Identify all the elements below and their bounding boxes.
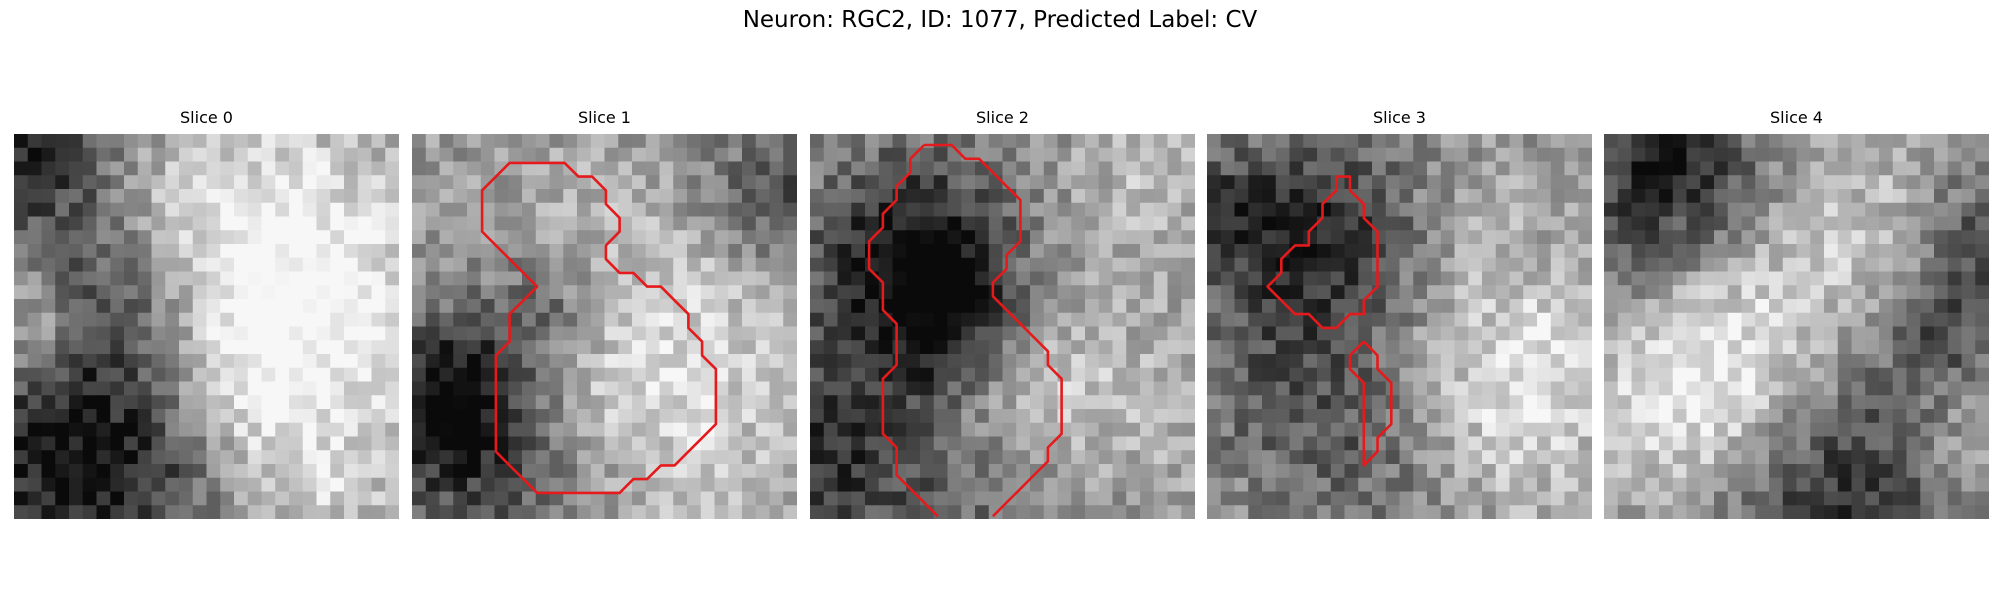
slice-title: Slice 2 bbox=[976, 108, 1029, 127]
slice-title: Slice 3 bbox=[1373, 108, 1426, 127]
segmentation-contour bbox=[924, 143, 1063, 518]
slice-image bbox=[14, 134, 399, 519]
slice-title: Slice 1 bbox=[578, 108, 631, 127]
slice-image bbox=[1604, 134, 1989, 519]
slice-title: Slice 4 bbox=[1770, 108, 1823, 127]
slice-image bbox=[810, 134, 1195, 519]
segmentation-contour bbox=[480, 161, 718, 495]
segmentation-contour bbox=[867, 144, 939, 518]
segmentation-contour bbox=[1266, 175, 1379, 330]
figure-title: Neuron: RGC2, ID: 1077, Predicted Label:… bbox=[742, 7, 1258, 33]
slice-panel-1: Slice 1 bbox=[412, 108, 797, 519]
slice-panel-0: Slice 0 bbox=[14, 108, 399, 519]
slice-panel-3: Slice 3 bbox=[1207, 108, 1592, 519]
slice-title: Slice 0 bbox=[180, 108, 233, 127]
slice-image bbox=[412, 134, 797, 519]
segmentation-contour bbox=[1348, 340, 1393, 467]
slice-panel-2: Slice 2 bbox=[810, 108, 1195, 519]
slice-panel-4: Slice 4 bbox=[1604, 108, 1989, 519]
slice-image bbox=[1207, 134, 1592, 519]
